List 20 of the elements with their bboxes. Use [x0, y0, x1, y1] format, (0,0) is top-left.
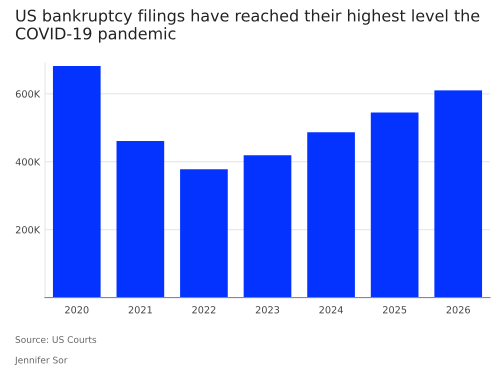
source-note: Source: US Courts — [16, 336, 96, 343]
x-tick-label: 2021 — [128, 306, 152, 314]
bar — [370, 112, 418, 298]
x-tick-label: 2025 — [382, 306, 406, 314]
chart-title: US bankruptcy filings have reached their highest level the COVID-19 pandemic — [16, 9, 480, 43]
x-tick-label: 2020 — [65, 306, 89, 314]
x-tick-label: 2023 — [256, 306, 280, 314]
y-tick-label: 400K — [16, 158, 40, 166]
bar — [52, 66, 101, 298]
x-tick-label: 2022 — [192, 306, 216, 314]
y-tick-label: 200K — [16, 226, 40, 234]
bar — [244, 155, 292, 298]
text: Jennifer Sor — [14, 356, 68, 366]
bar — [180, 169, 228, 298]
bar — [307, 132, 355, 298]
y-tick-label: 600K — [16, 90, 40, 98]
x-tick-label: 2024 — [319, 306, 343, 314]
bar — [116, 141, 164, 298]
bar — [434, 90, 482, 298]
x-tick-label: 2026 — [446, 306, 470, 314]
